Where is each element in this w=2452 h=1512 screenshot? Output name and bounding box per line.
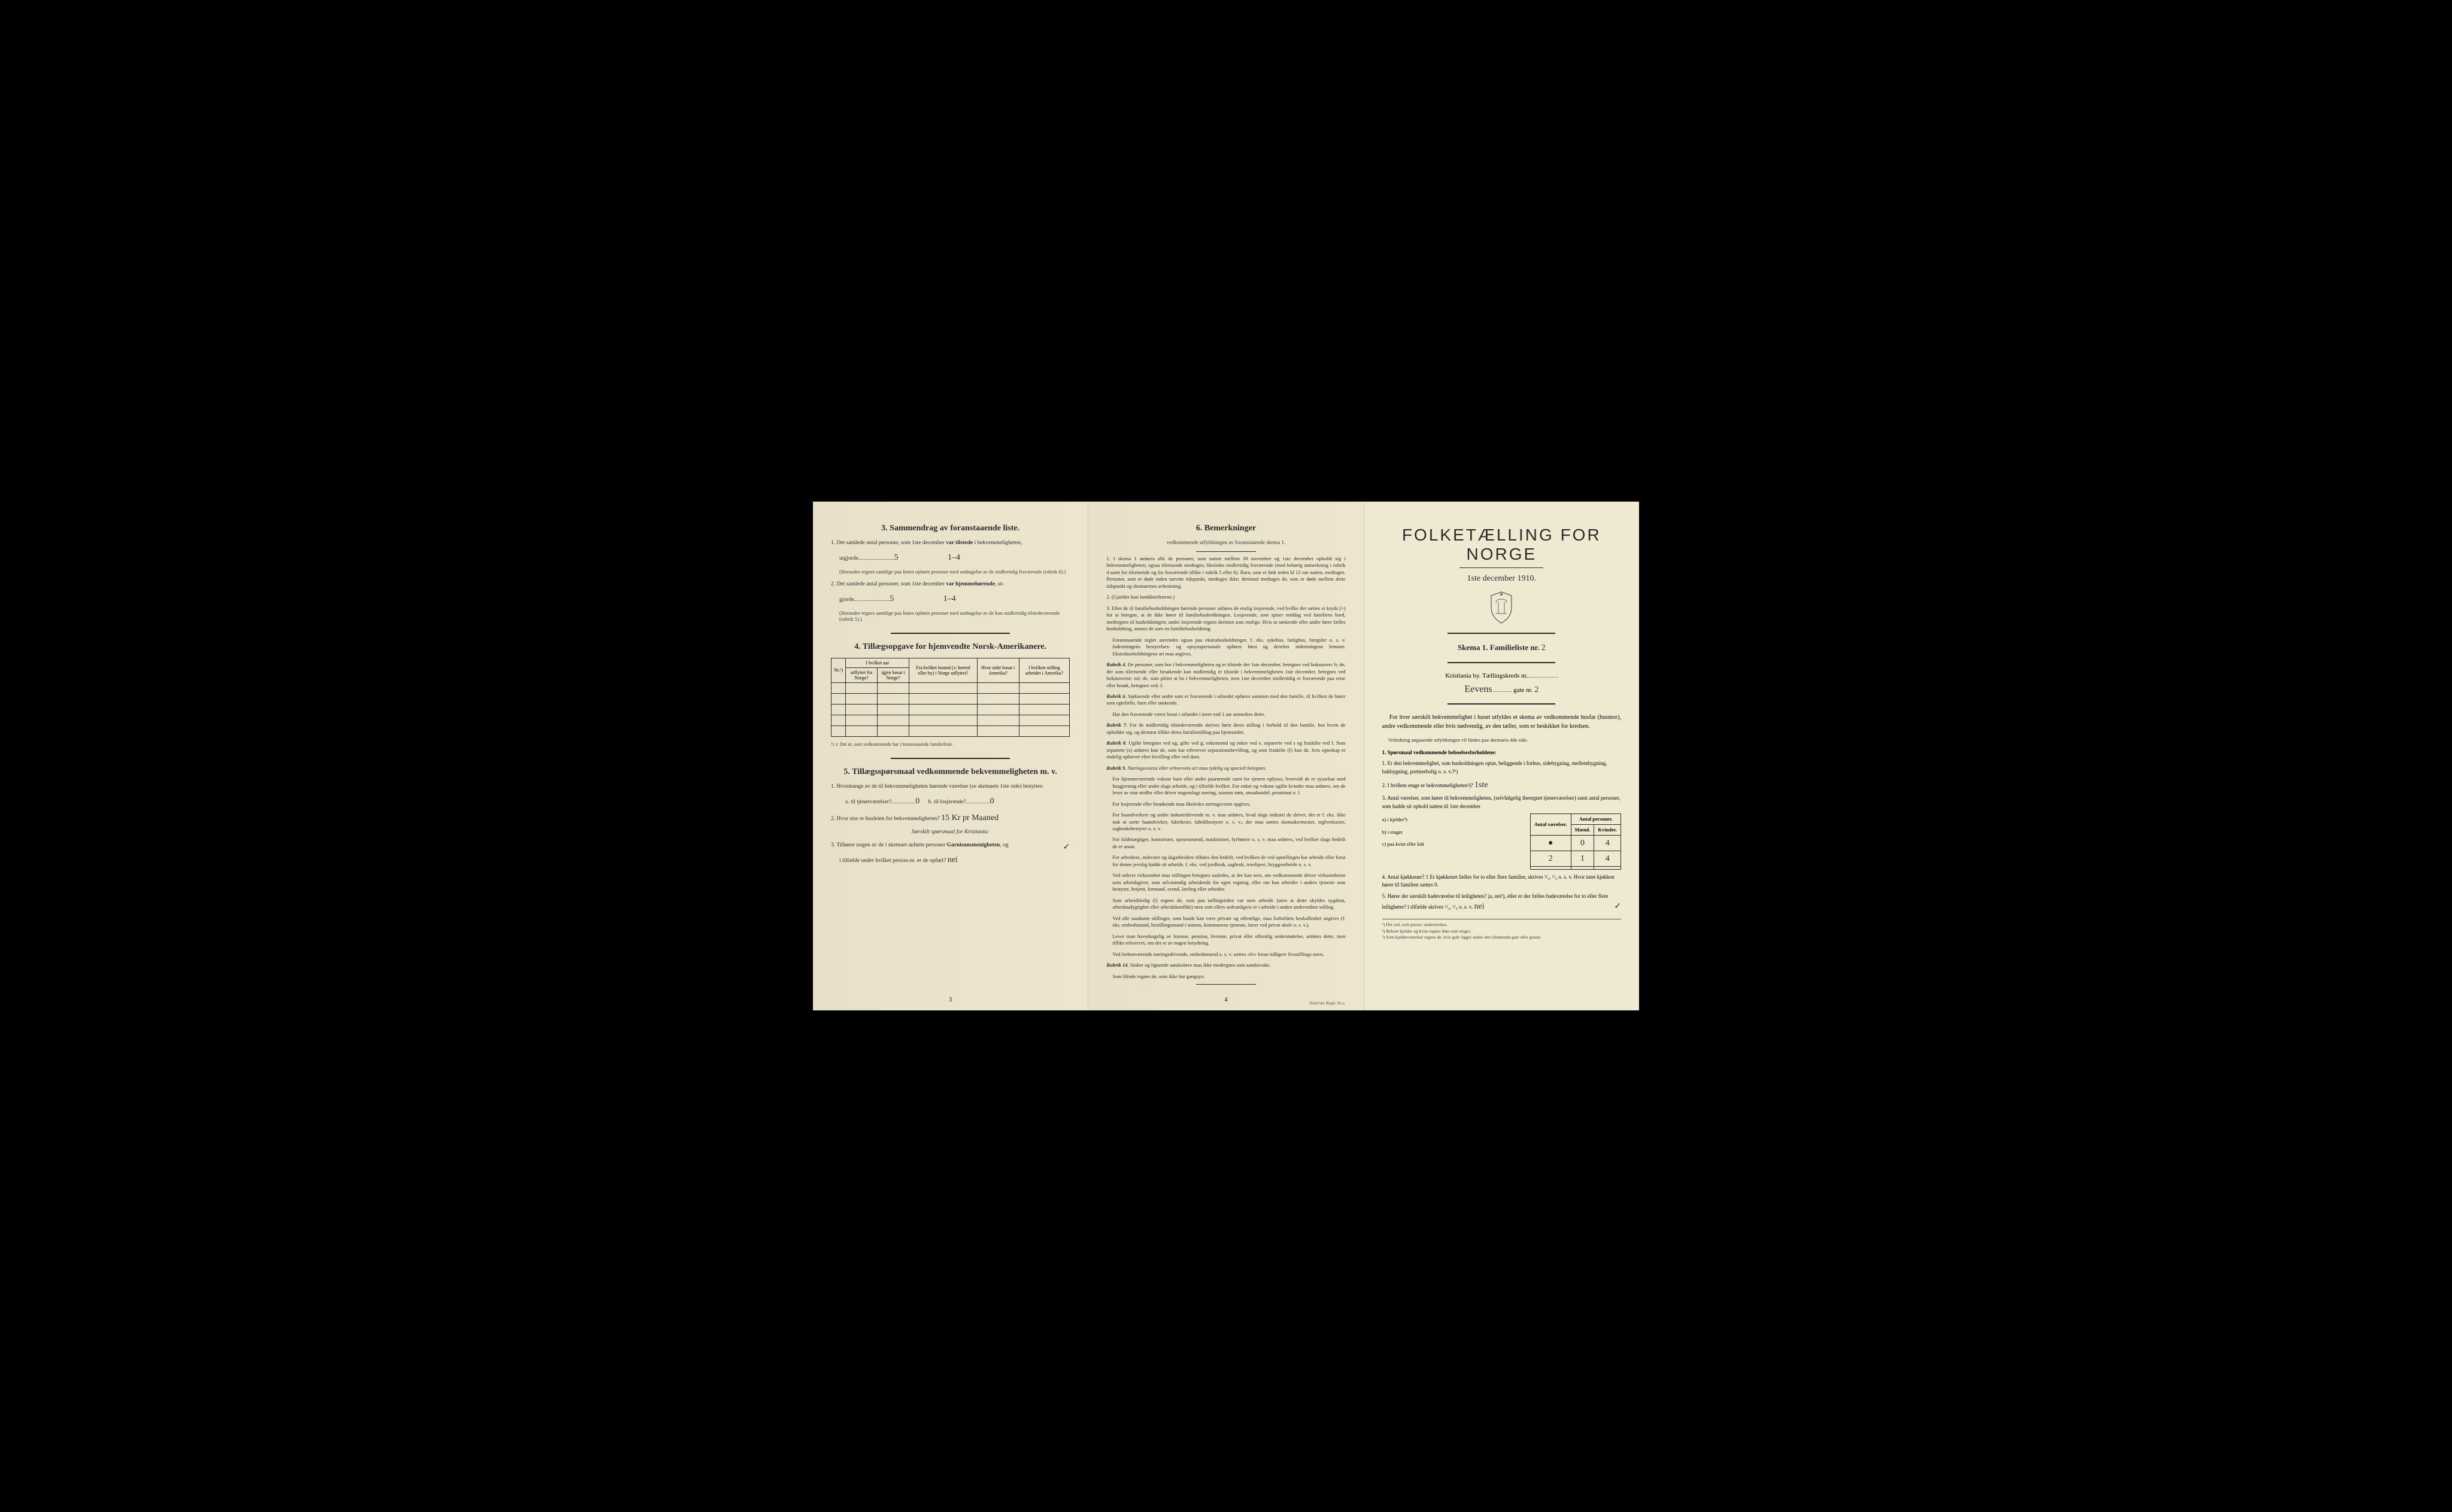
section-5-title: 5. Tillægsspørsmaal vedkommende bekvemme… xyxy=(831,767,1070,777)
page-number: 3 xyxy=(949,997,952,1003)
familieliste-nr: 2 xyxy=(1541,643,1546,652)
table-row xyxy=(832,715,1070,725)
panel3-footnotes: ¹) Det ord, som passer, understrekes. ²)… xyxy=(1382,919,1621,941)
sec4-footnote: ¹) ɔ: Det nr. som vedkommende har i fora… xyxy=(831,742,1070,747)
table-row xyxy=(832,693,1070,704)
losjerende-val: 0 xyxy=(990,797,994,806)
divider xyxy=(891,633,1010,634)
divider xyxy=(891,758,1010,759)
section-3-title: 3. Sammendrag av foranstaaende liste. xyxy=(831,524,1070,533)
checkmark-icon: ✓ xyxy=(1614,900,1621,913)
sec3-item1: 1. Det samlede antal personer, som 1ste … xyxy=(831,539,1070,547)
garnison-val: nei xyxy=(948,855,958,864)
document-date: 1ste december 1910. xyxy=(1382,574,1621,584)
questions-section: 1. Spørsmaal vedkommende beboelsesforhol… xyxy=(1382,749,1621,913)
panel-left: 3. Sammendrag av foranstaaende liste. 1.… xyxy=(813,502,1088,1010)
coat-of-arms-icon xyxy=(1488,591,1515,624)
street-nr: 2 xyxy=(1534,685,1538,694)
husleie-val: 15 Kr pr Maaned xyxy=(941,813,999,822)
tjenervaerelser-val: 0 xyxy=(915,797,920,806)
panel-right: FOLKETÆLLING FOR NORGE 1ste december 191… xyxy=(1364,502,1639,1010)
badevaerelse-val: nei xyxy=(1474,902,1484,911)
page-number: 4 xyxy=(1224,997,1227,1003)
table-row: 2 1 4 xyxy=(1530,851,1620,866)
street-name: Eevens xyxy=(1464,684,1492,694)
census-document: 3. Sammendrag av foranstaaende liste. 1.… xyxy=(813,502,1639,1010)
document-title: FOLKETÆLLING FOR NORGE xyxy=(1382,526,1621,564)
hjemmehorende-count: 5 xyxy=(890,594,894,603)
rooms-persons-table: Antal værelser. Antal personer. Mænd. Kv… xyxy=(1530,813,1621,870)
printer-note: Steen'ske Bogtr. Kr.a. xyxy=(1309,1001,1346,1006)
etage-val: 1ste xyxy=(1474,781,1488,790)
table-row xyxy=(832,704,1070,715)
table-row xyxy=(1530,866,1620,869)
checkmark-icon: ✓ xyxy=(1063,842,1070,854)
tilstede-count: 5 xyxy=(894,553,899,562)
sec3-item2: 2. Det samlede antal personer, som 1ste … xyxy=(831,581,1070,588)
norsk-amerikanere-table: Nr.¹) I hvilket aar Fra hvilket bosted (… xyxy=(831,658,1070,737)
section-6-title: 6. Bemerkninger xyxy=(1106,524,1345,533)
table-row xyxy=(832,725,1070,736)
table-row xyxy=(832,682,1070,693)
section-4-title: 4. Tillægsopgave for hjemvendte Norsk-Am… xyxy=(831,642,1070,652)
panel-middle: 6. Bemerkninger vedkommende utfyldningen… xyxy=(1088,502,1364,1010)
table-row: ● 0 4 xyxy=(1530,835,1620,851)
